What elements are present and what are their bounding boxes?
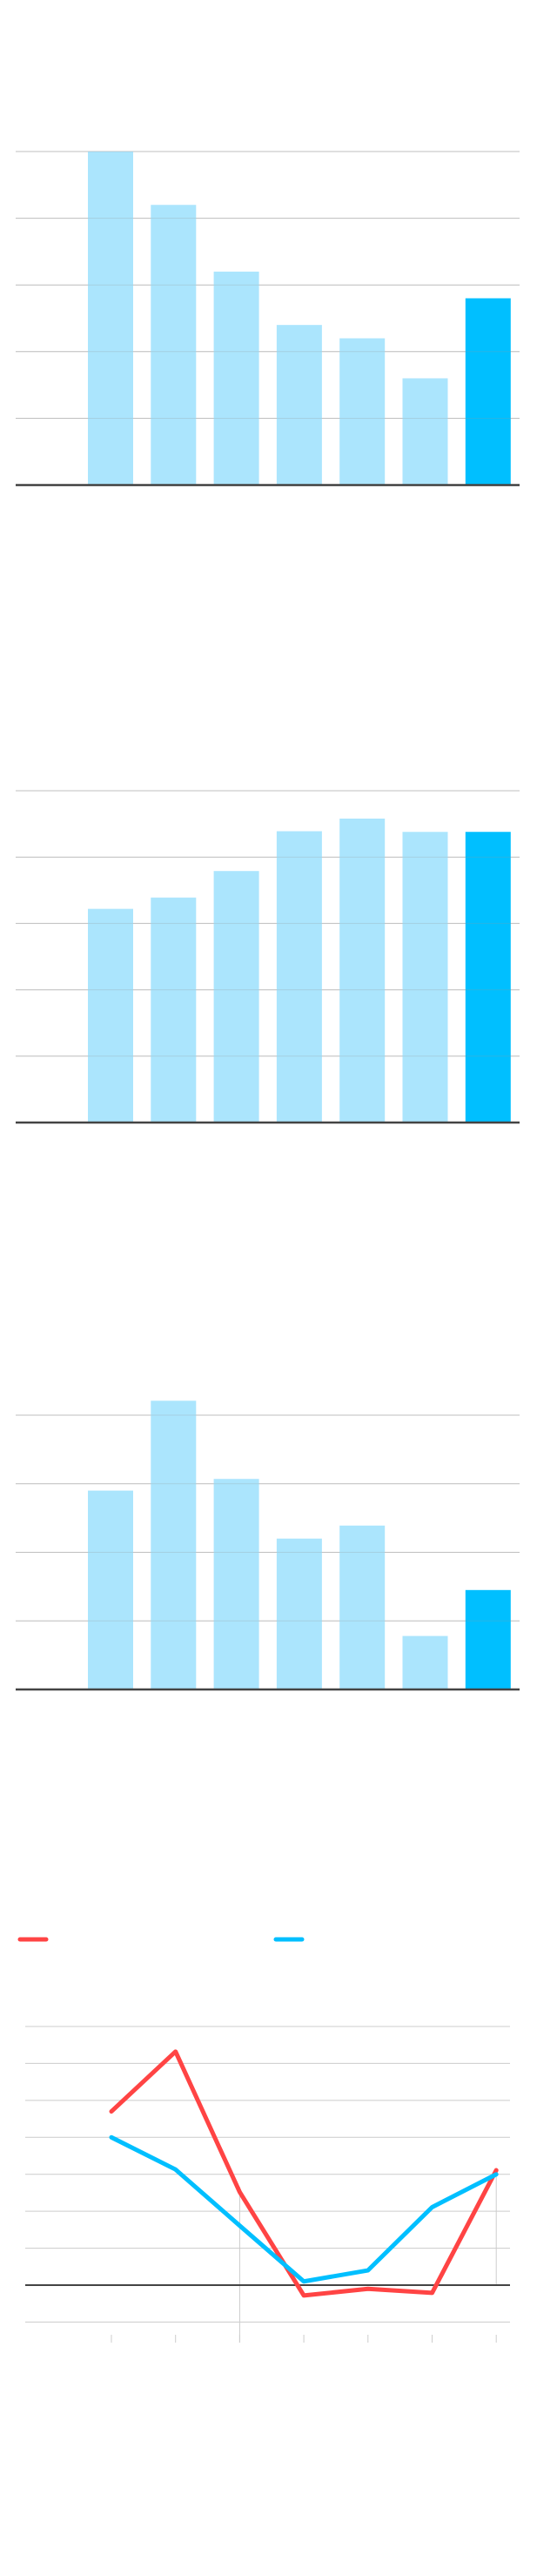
bar bbox=[151, 897, 197, 1123]
bar-chart-3 bbox=[16, 1400, 520, 1691]
bar bbox=[213, 1479, 259, 1689]
bar bbox=[151, 1400, 197, 1689]
bar-chart-1 bbox=[16, 151, 520, 487]
bar bbox=[151, 205, 197, 485]
series-line-blue bbox=[109, 2134, 499, 2284]
line-chart bbox=[17, 1937, 510, 2343]
bar-chart-2 bbox=[16, 790, 520, 1124]
series-line-red bbox=[109, 2049, 499, 2298]
bar bbox=[213, 871, 259, 1123]
bar bbox=[88, 1490, 133, 1689]
bar bbox=[339, 1525, 386, 1689]
bar bbox=[276, 831, 322, 1123]
bar bbox=[276, 1538, 322, 1689]
bar bbox=[402, 1635, 448, 1689]
bar bbox=[213, 271, 259, 485]
bar bbox=[339, 338, 386, 485]
bar-highlighted bbox=[465, 1589, 511, 1689]
bar bbox=[88, 908, 133, 1123]
bar bbox=[402, 832, 448, 1123]
bar bbox=[88, 152, 133, 485]
bar bbox=[276, 325, 322, 485]
bar bbox=[402, 378, 448, 485]
bar bbox=[339, 819, 386, 1123]
bar-highlighted bbox=[465, 298, 511, 485]
bar-highlighted bbox=[465, 832, 511, 1123]
